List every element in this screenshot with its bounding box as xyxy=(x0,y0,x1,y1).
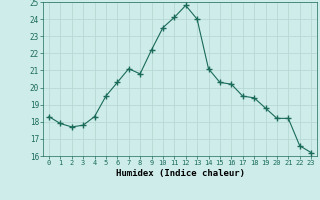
X-axis label: Humidex (Indice chaleur): Humidex (Indice chaleur) xyxy=(116,169,244,178)
